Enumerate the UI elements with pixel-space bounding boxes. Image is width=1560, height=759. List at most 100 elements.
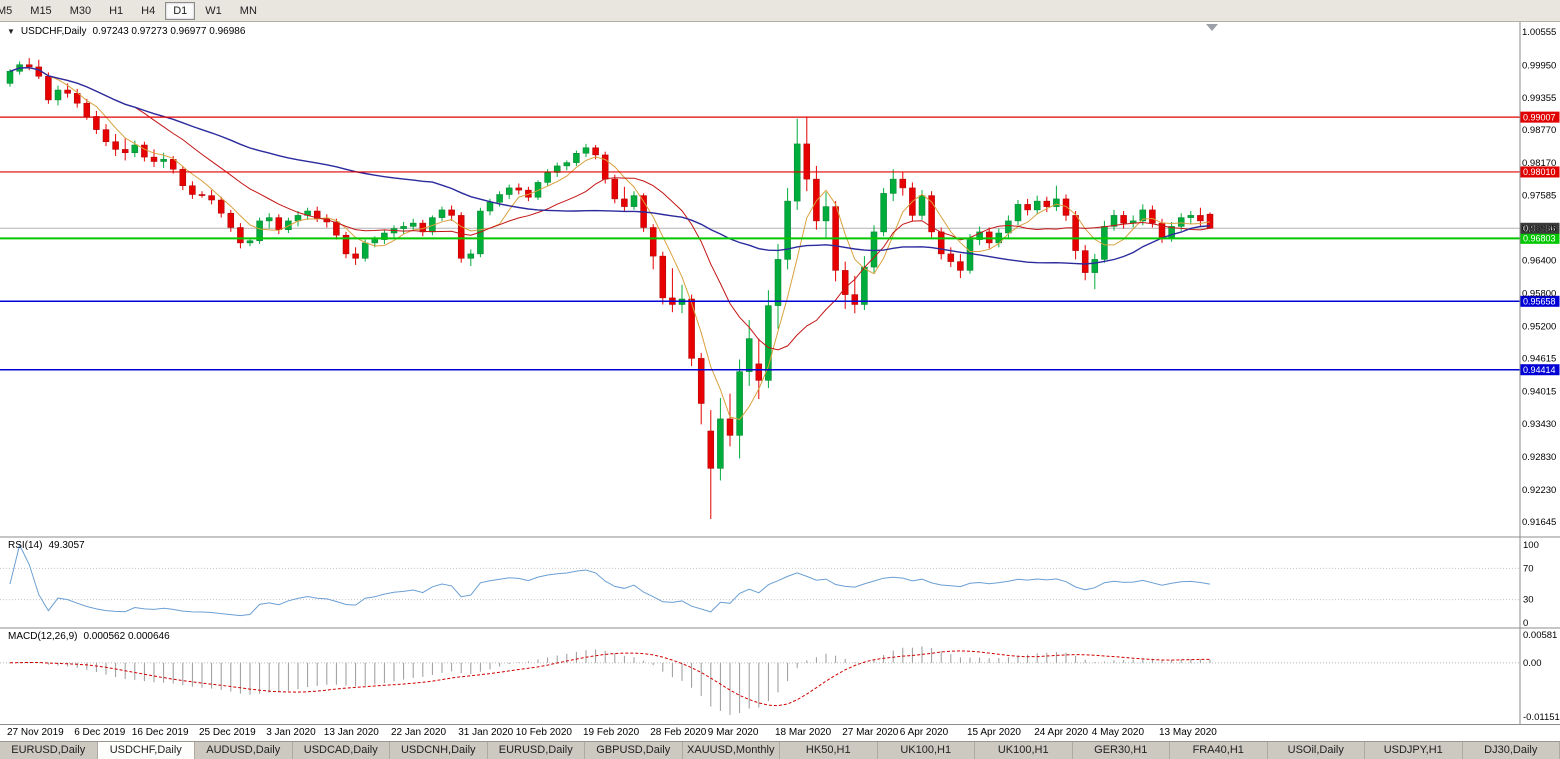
svg-text:1.00555: 1.00555: [1522, 27, 1556, 38]
chart-tab[interactable]: FRA40,H1: [1170, 742, 1268, 759]
level-price-tag: 0.94414: [1520, 364, 1560, 376]
time-axis[interactable]: 27 Nov 2019 6 Dec 2019 16 Dec 2019 25 Dec 2…: [0, 725, 1520, 741]
svg-text:100: 100: [1523, 540, 1539, 551]
svg-text:0.92830: 0.92830: [1522, 452, 1556, 463]
chart-shift-marker-icon[interactable]: [1206, 24, 1218, 31]
chart-tab[interactable]: AUDUSD,Daily: [195, 742, 293, 759]
chart-tab[interactable]: XAUUSD,Monthly: [682, 742, 780, 759]
timeframe-button-M5[interactable]: M5: [0, 4, 13, 17]
svg-text:0.95800: 0.95800: [1522, 288, 1556, 299]
chart-tab[interactable]: UK100,H1: [877, 742, 975, 759]
time-axis-label: 19 Feb 2020: [583, 727, 640, 738]
candlestick-series: [6, 58, 1214, 519]
price-chart-canvas[interactable]: 0.99007 0.98010 0.96803 0.95658 0.94414 0.969…: [0, 22, 1560, 725]
svg-text:0.00: 0.00: [1523, 658, 1542, 669]
svg-text:0.96400: 0.96400: [1522, 256, 1556, 267]
svg-text:30: 30: [1523, 595, 1534, 606]
chart-tab[interactable]: EURUSD,Daily: [0, 742, 98, 759]
rsi-indicator-label: RSI(14) 49.3057: [8, 540, 85, 551]
price-axis-labels[interactable]: 1.00555 0.99950 0.99355 0.98770 0.98170 0.975…: [1519, 22, 1556, 725]
time-axis-label: 27 Nov 2019: [7, 727, 64, 738]
time-axis-label: 6 Dec 2019: [74, 727, 126, 738]
svg-text:0.92230: 0.92230: [1522, 485, 1556, 496]
time-axis-label: 4 May 2020: [1091, 727, 1145, 738]
time-axis-label: 25 Dec 2019: [199, 727, 256, 738]
chart-tab[interactable]: EURUSD,Daily: [487, 742, 585, 759]
symbol-marker-icon[interactable]: ▼: [7, 27, 15, 36]
chart-symbol-label: USDCHF,Daily: [20, 26, 87, 37]
macd-name: MACD(12,26,9): [8, 631, 78, 642]
level-price-tag: 0.95658: [1520, 295, 1560, 307]
time-axis-label: 18 Mar 2020: [775, 727, 832, 738]
chart-tab[interactable]: DJ30,Daily: [1462, 742, 1560, 759]
svg-text:-0.01151: -0.01151: [1523, 712, 1560, 723]
current-price-tag: 0.96986: [1520, 222, 1560, 234]
rsi-line: [9, 543, 1211, 617]
svg-text:0.97585: 0.97585: [1522, 190, 1556, 201]
svg-text:0.96985: 0.96985: [1522, 223, 1556, 234]
svg-text:0.99355: 0.99355: [1522, 93, 1556, 104]
chart-tab[interactable]: USDCAD,Daily: [292, 742, 390, 759]
timeframe-button-MN[interactable]: MN: [239, 4, 257, 17]
time-axis-label: 9 Mar 2020: [707, 727, 759, 738]
svg-text:0.98010: 0.98010: [1523, 167, 1556, 177]
ma-mid-line: [9, 67, 1211, 351]
svg-text:0.94015: 0.94015: [1522, 387, 1556, 398]
timeframe-button-H1[interactable]: H1: [109, 4, 124, 17]
rsi-name: RSI(14): [8, 540, 43, 551]
macd-signal-line: [9, 650, 1210, 707]
time-axis-label: 31 Jan 2020: [458, 727, 514, 738]
chart-tab[interactable]: USDCHF,Daily: [97, 742, 195, 759]
svg-text:0.91645: 0.91645: [1522, 517, 1556, 528]
svg-text:0.99007: 0.99007: [1523, 112, 1556, 122]
svg-text:0.94414: 0.94414: [1523, 365, 1556, 375]
ma-fast-line: [9, 67, 1211, 421]
timeframe-button-H4[interactable]: H4: [141, 4, 156, 17]
time-axis-label: 15 Apr 2020: [967, 727, 1021, 738]
rsi-panel: 100 70 30 0: [0, 540, 1539, 629]
horizontal-levels[interactable]: 0.99007 0.98010 0.96803 0.95658 0.94414: [0, 111, 1560, 376]
svg-text:0: 0: [1523, 618, 1528, 629]
svg-text:0.00581: 0.00581: [1523, 630, 1557, 641]
chart-ohlc-values: 0.97243 0.97273 0.96977 0.96986: [92, 26, 246, 37]
svg-text:0.98170: 0.98170: [1522, 158, 1556, 169]
chart-tab[interactable]: USDJPY,H1: [1365, 742, 1463, 759]
time-axis-label: 6 Apr 2020: [899, 727, 949, 738]
chart-tab[interactable]: GER30,H1: [1072, 742, 1170, 759]
time-axis-label: 27 Mar 2020: [842, 727, 899, 738]
time-axis-label: 22 Jan 2020: [391, 727, 447, 738]
time-axis-label: 10 Feb 2020: [515, 727, 572, 738]
svg-text:0.96986: 0.96986: [1523, 223, 1556, 233]
chart-symbol-header: ▼ USDCHF,Daily 0.97243 0.97273 0.96977 0…: [7, 26, 245, 37]
timeframe-button-D1[interactable]: D1: [165, 1, 196, 20]
time-axis-label: 13 May 2020: [1159, 727, 1217, 738]
time-axis-label: 28 Feb 2020: [650, 727, 707, 738]
timeframe-toolbar: M5 M15 M30 H1 H4 D1 W1 MN: [0, 0, 1560, 22]
chart-tab[interactable]: USOil,Daily: [1267, 742, 1365, 759]
level-price-tag: 0.99007: [1520, 111, 1560, 123]
macd-histogram: [19, 646, 1211, 715]
time-axis-label: 16 Dec 2019: [131, 727, 189, 738]
chart-tabs-bar: EURUSD,Daily USDCHF,Daily AUDUSD,Daily USDC…: [0, 741, 1560, 759]
macd-panel: 0.00581 0.00 -0.01151: [0, 630, 1560, 723]
svg-text:0.94615: 0.94615: [1522, 354, 1556, 365]
timeframe-button-M30[interactable]: M30: [69, 4, 92, 17]
svg-text:0.95658: 0.95658: [1523, 297, 1556, 307]
level-price-tag: 0.98010: [1520, 166, 1560, 178]
svg-text:0.95200: 0.95200: [1522, 321, 1556, 332]
time-axis-label: 13 Jan 2020: [323, 727, 379, 738]
svg-text:70: 70: [1523, 563, 1534, 574]
time-axis-label: 3 Jan 2020: [266, 727, 316, 738]
ma-slow-line: [9, 66, 1211, 265]
chart-tab[interactable]: USDCNH,Daily: [390, 742, 488, 759]
time-axis-label: 24 Apr 2020: [1034, 727, 1089, 738]
timeframe-button-W1[interactable]: W1: [205, 4, 222, 17]
svg-text:0.99950: 0.99950: [1522, 60, 1556, 71]
timeframe-button-M15[interactable]: M15: [30, 4, 52, 17]
level-price-tag: 0.96803: [1520, 232, 1560, 244]
chart-tab[interactable]: GBPUSD,Daily: [585, 742, 683, 759]
chart-tab[interactable]: HK50,H1: [780, 742, 878, 759]
chart-tab[interactable]: UK100,H1: [975, 742, 1073, 759]
svg-text:0.96803: 0.96803: [1523, 234, 1556, 244]
